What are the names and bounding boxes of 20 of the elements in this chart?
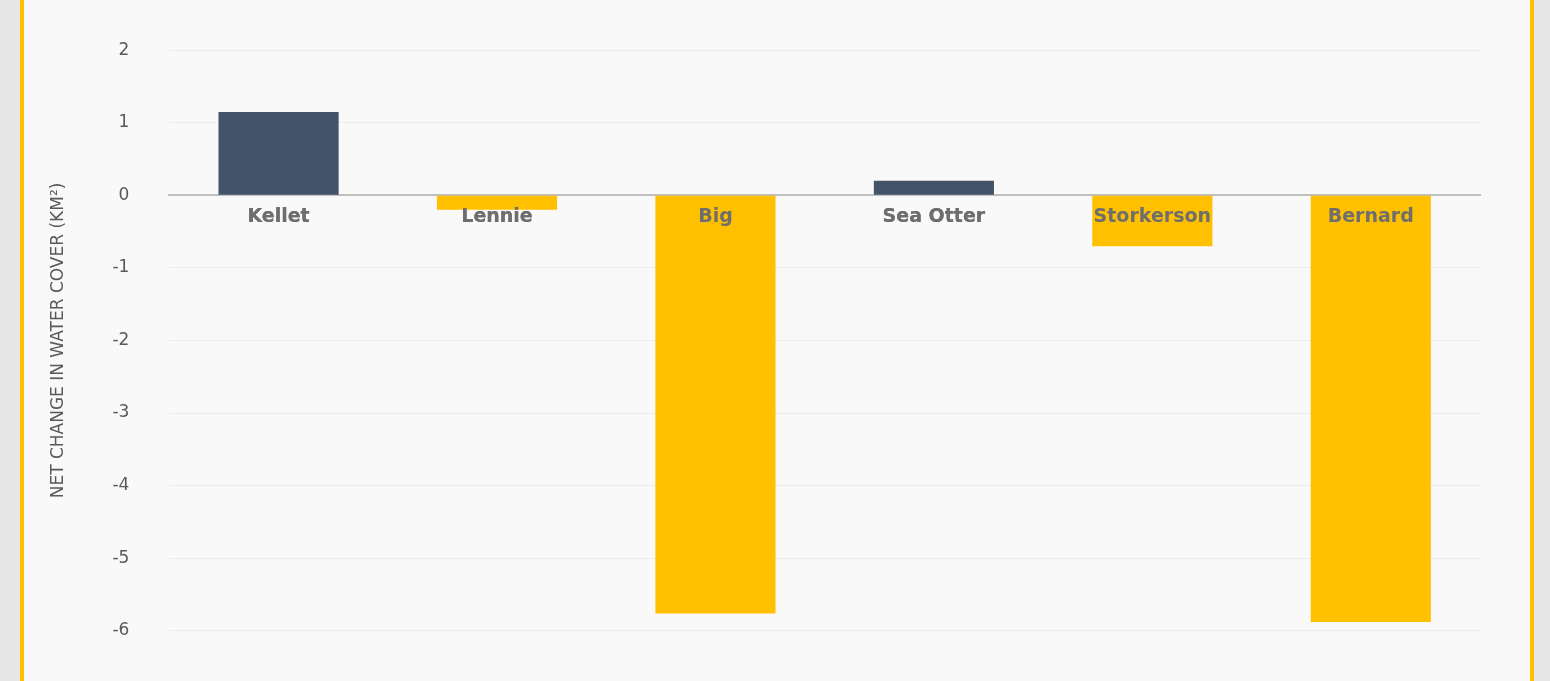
x-tick-label: Big: [698, 203, 733, 226]
y-tick-label: -2: [112, 328, 130, 349]
bar: [655, 195, 776, 614]
y-tick-label: -4: [112, 474, 130, 495]
y-tick-label: 0: [118, 183, 130, 204]
x-tick-label: Bernard: [1327, 203, 1414, 226]
x-tick-label: Storkerson: [1093, 203, 1212, 226]
x-tick-label: Sea Otter: [882, 203, 986, 226]
x-tick-label: Lennie: [461, 203, 533, 226]
bar: [1310, 195, 1431, 623]
x-tick-label: Kellet: [247, 203, 310, 226]
y-tick-label: -6: [112, 619, 130, 640]
y-tick-label: 1: [118, 111, 130, 132]
bar: [218, 111, 339, 195]
y-tick-label: -3: [112, 401, 130, 422]
y-tick-label: 2: [118, 38, 130, 59]
y-axis-title: NET CHANGE IN WATER COVER (KM²): [46, 182, 67, 499]
y-tick-label: -1: [112, 256, 130, 277]
y-tick-label: -5: [112, 546, 130, 567]
bar: [873, 180, 994, 195]
